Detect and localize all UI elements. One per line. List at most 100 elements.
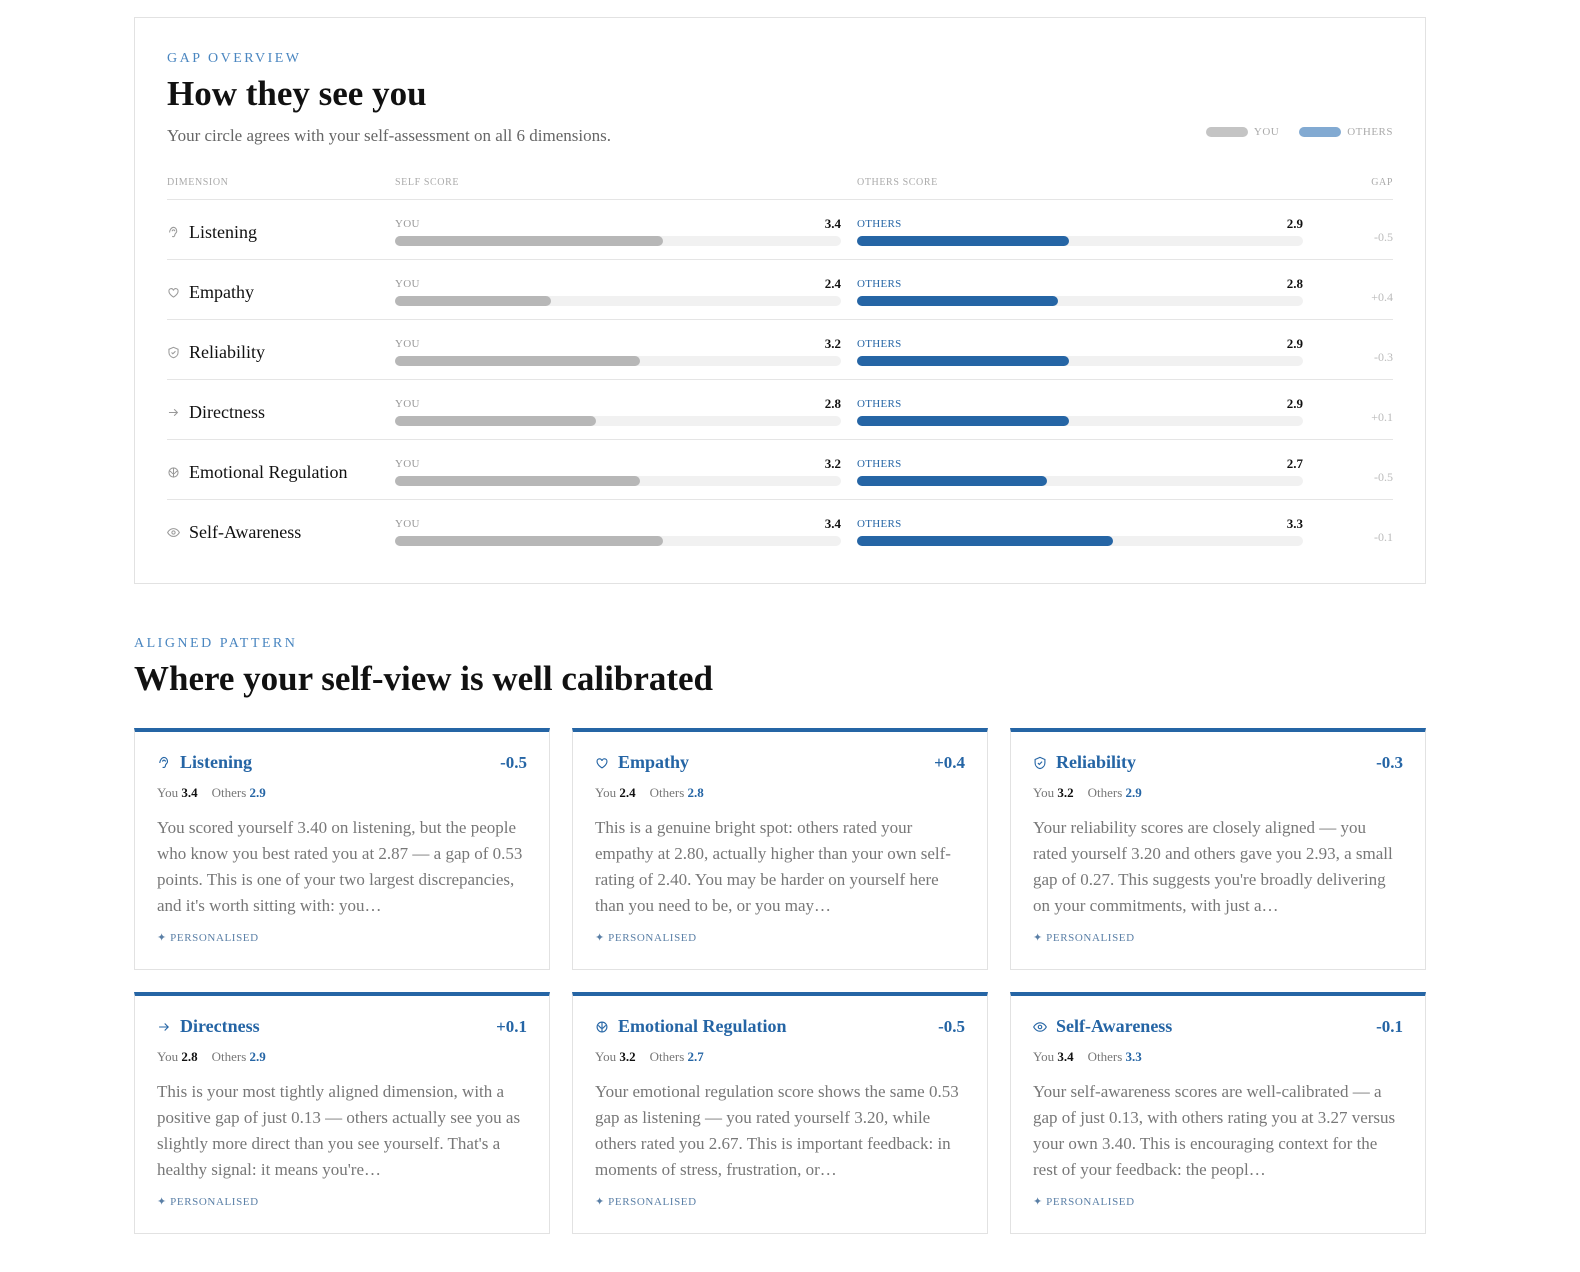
score-value: 3.2 bbox=[824, 455, 841, 471]
dimension-label: Listening bbox=[189, 221, 257, 242]
score-value: 3.3 bbox=[1286, 515, 1303, 531]
you-score: 3.2 bbox=[1057, 785, 1074, 800]
card-tag: ✦ PERSONALISED bbox=[595, 1196, 697, 1208]
insight-card: Reliability -0.3 You 3.2 Others 2.9 Your rel… bbox=[1010, 728, 1426, 970]
score-summary: You 3.2 Others 2.7 bbox=[595, 1049, 965, 1065]
score-cell: YOU 3.2 bbox=[395, 455, 841, 486]
score-value: 2.7 bbox=[1286, 455, 1303, 471]
card-header: Listening -0.5 bbox=[157, 752, 527, 773]
icon bbox=[159, 1022, 169, 1031]
card-title: Emotional Regulation bbox=[618, 1016, 787, 1036]
dimension: Reliability bbox=[167, 342, 265, 363]
icon bbox=[1033, 1021, 1047, 1032]
score-cell: OTHERS 2.9 bbox=[857, 336, 1303, 366]
bar-track bbox=[857, 535, 1303, 546]
card-tag: ✦ PERSONALISED bbox=[595, 932, 697, 944]
score-summary: You 2.8 Others 2.9 bbox=[157, 1049, 527, 1065]
score-cell: OTHERS 2.9 bbox=[857, 215, 1303, 246]
you-score: 2.4 bbox=[619, 785, 636, 800]
table-row: Emotional Regulation YOU 3.2 OTHERS 2.7 -0.5 bbox=[167, 440, 1393, 500]
eyebrow: GAP OVERVIEW bbox=[167, 51, 302, 66]
score-tag: YOU bbox=[395, 217, 420, 230]
others-label: Others bbox=[649, 785, 685, 800]
legend-label: OTHERS bbox=[1347, 126, 1393, 138]
score-tag: YOU bbox=[395, 457, 420, 470]
score-value: 3.2 bbox=[824, 335, 841, 351]
score-tag: YOU bbox=[395, 337, 420, 350]
bar bbox=[395, 295, 552, 306]
score-summary: You 2.4 Others 2.8 bbox=[595, 785, 965, 801]
dimension: Directness bbox=[167, 402, 265, 423]
others-label: Others bbox=[1087, 1049, 1123, 1064]
card-gap: -0.5 bbox=[938, 1016, 965, 1036]
column-header: GAP bbox=[1371, 176, 1393, 188]
gap-value: -0.5 bbox=[1374, 469, 1393, 484]
score-cell: YOU 3.4 bbox=[395, 216, 841, 246]
score-tag: OTHERS bbox=[857, 457, 902, 470]
card-header: Emotional Regulation -0.5 bbox=[595, 1016, 965, 1037]
others-score: 2.9 bbox=[249, 1049, 266, 1064]
icon bbox=[168, 466, 179, 478]
bar-track bbox=[857, 475, 1303, 486]
legend-label: YOU bbox=[1253, 126, 1280, 138]
score-tag: YOU bbox=[395, 397, 420, 410]
card-gap: -0.5 bbox=[500, 752, 527, 772]
dimension-label: Emotional Regulation bbox=[189, 461, 348, 482]
card-title: Listening bbox=[180, 752, 253, 772]
score-cell: OTHERS 2.9 bbox=[857, 396, 1303, 426]
card-text: This is a genuine bright spot: others ra… bbox=[595, 818, 951, 915]
score-cell: YOU 3.2 bbox=[395, 335, 841, 366]
insight-card: Directness +0.1 You 2.8 Others 2.9 This is y… bbox=[134, 992, 550, 1234]
card-title: Reliability bbox=[1056, 752, 1136, 772]
you-score: 3.4 bbox=[181, 785, 198, 800]
card-grid: Listening -0.5 You 3.4 Others 2.9 You scored… bbox=[134, 728, 1426, 1234]
legend-item: OTHERS bbox=[1299, 126, 1393, 138]
score-tag: OTHERS bbox=[857, 337, 902, 350]
others-score: 2.8 bbox=[687, 785, 704, 800]
insight-card: Emotional Regulation -0.5 You 3.2 Others 2.… bbox=[572, 992, 988, 1234]
you-label: You bbox=[595, 785, 617, 800]
you-label: You bbox=[1033, 1049, 1055, 1064]
you-label: You bbox=[157, 1049, 179, 1064]
score-summary: You 3.4 Others 2.9 bbox=[157, 785, 527, 801]
dimension-label: Self-Awareness bbox=[189, 521, 302, 542]
dimension-label: Reliability bbox=[189, 341, 265, 362]
score-value: 2.9 bbox=[1286, 215, 1303, 231]
you-label: You bbox=[1033, 785, 1055, 800]
others-score: 2.7 bbox=[687, 1049, 704, 1064]
bar-track bbox=[857, 295, 1303, 306]
icon bbox=[167, 527, 180, 537]
insight-card: Empathy +0.4 You 2.4 Others 2.8 This is a ge… bbox=[572, 728, 988, 970]
others-label: Others bbox=[649, 1049, 685, 1064]
icon bbox=[169, 226, 178, 237]
card-header: Empathy +0.4 bbox=[595, 752, 965, 773]
others-label: Others bbox=[211, 785, 247, 800]
aligned-pattern: ALIGNED PATTERN Where your self-view is … bbox=[134, 636, 1426, 1234]
table-header: DIMENSION SELF SCORE OTHERS SCORE GAP bbox=[167, 174, 1393, 200]
card-gap: -0.3 bbox=[1376, 752, 1403, 772]
card-gap: +0.1 bbox=[496, 1016, 527, 1036]
dimension: Listening bbox=[167, 222, 257, 243]
score-cell: YOU 2.8 bbox=[395, 395, 841, 426]
column-header: SELF SCORE bbox=[395, 176, 460, 188]
bar bbox=[395, 535, 663, 546]
dimension: Emotional Regulation bbox=[167, 462, 347, 483]
bar-track bbox=[395, 355, 841, 366]
card-gap: -0.1 bbox=[1376, 1016, 1403, 1036]
gap-value: +0.1 bbox=[1371, 409, 1393, 424]
title: How they see you bbox=[167, 74, 427, 113]
card-title: Empathy bbox=[618, 752, 690, 772]
dimension: Self-Awareness bbox=[167, 522, 301, 543]
table-row: Directness YOU 2.8 OTHERS 2.9 +0.1 bbox=[167, 380, 1393, 440]
score-value: 2.8 bbox=[824, 395, 841, 411]
icon bbox=[168, 346, 179, 358]
score-tag: OTHERS bbox=[857, 217, 902, 230]
bar-track bbox=[395, 235, 841, 246]
card-header: Self-Awareness -0.1 bbox=[1033, 1016, 1403, 1037]
bar bbox=[395, 415, 596, 426]
score-cell: YOU 3.4 bbox=[395, 516, 841, 546]
score-tag: YOU bbox=[395, 277, 420, 290]
others-score: 2.9 bbox=[1125, 785, 1142, 800]
table-row: Listening YOU 3.4 OTHERS 2.9 -0.5 bbox=[167, 200, 1393, 260]
